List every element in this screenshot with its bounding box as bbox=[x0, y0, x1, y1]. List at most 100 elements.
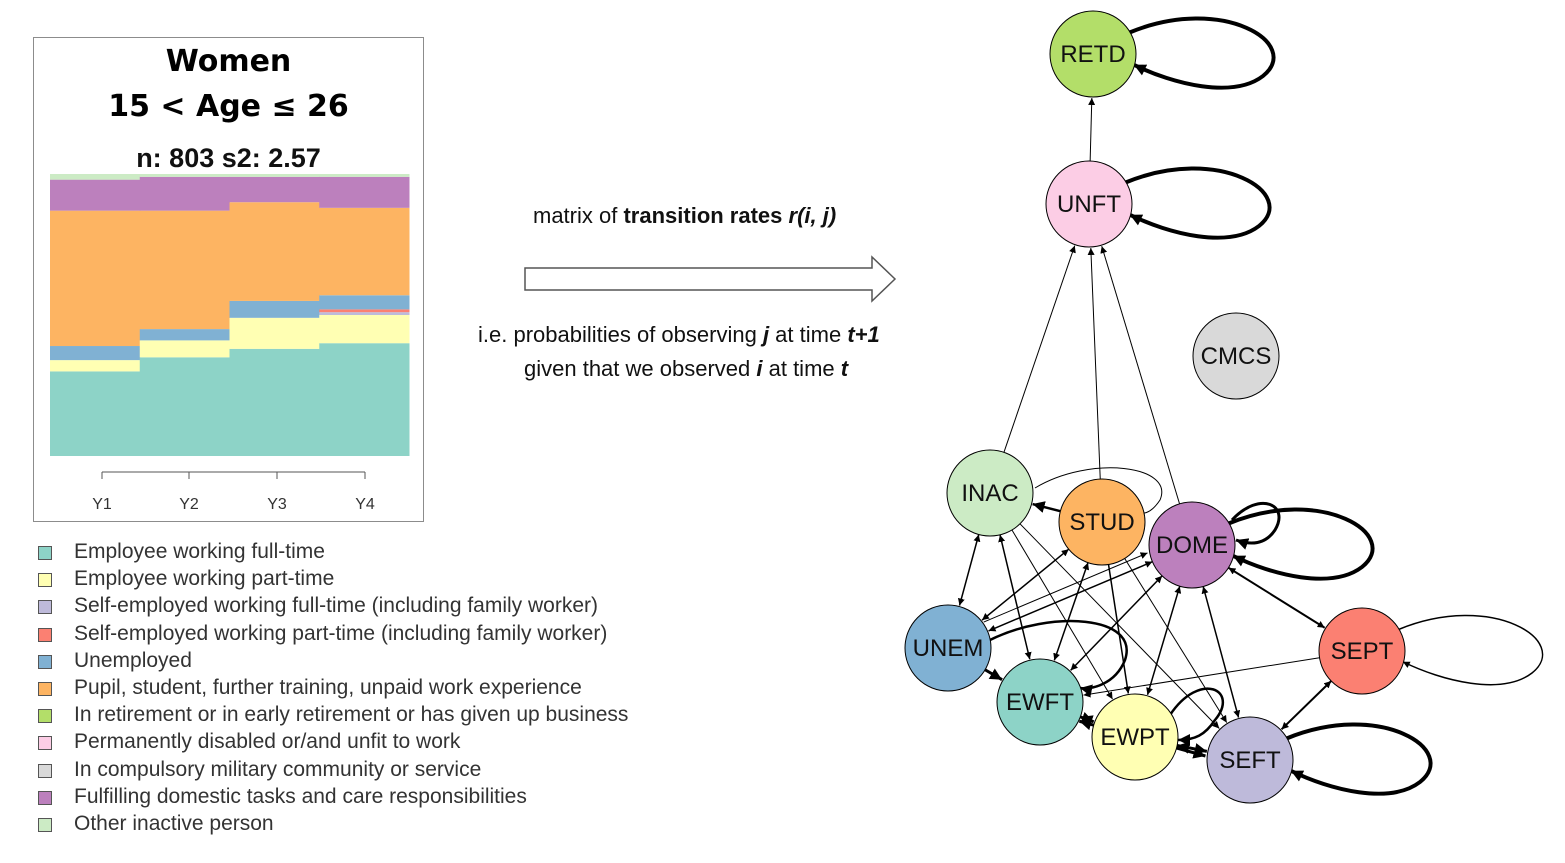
area-segment bbox=[50, 210, 141, 347]
graph-edge bbox=[957, 534, 981, 606]
panel-stats: n: 803 s2: 2.57 bbox=[136, 143, 321, 173]
area-segment bbox=[319, 295, 410, 310]
graph-node: UNEM bbox=[904, 604, 992, 692]
graph-node: RETD bbox=[1049, 10, 1137, 98]
graph-node: CMCS bbox=[1192, 312, 1280, 400]
legend-label: Employee working full-time bbox=[74, 540, 325, 563]
graph-edge bbox=[981, 548, 1070, 621]
x-tick-label: Y2 bbox=[179, 496, 199, 513]
legend-swatch bbox=[38, 709, 52, 724]
panel-subtitle: 15 < Age ≤ 26 bbox=[108, 89, 349, 124]
graph-node: INAC bbox=[946, 449, 1034, 537]
legend-swatch bbox=[38, 682, 52, 696]
graph-edge bbox=[1053, 562, 1090, 661]
area-segment bbox=[50, 360, 141, 372]
graph-edge bbox=[1003, 245, 1076, 453]
graph-node: DOME bbox=[1148, 501, 1236, 589]
graph-node: SEPT bbox=[1318, 607, 1406, 695]
legend-label: Other inactive person bbox=[74, 812, 274, 835]
area-segment bbox=[229, 202, 320, 301]
area-segment bbox=[50, 346, 141, 361]
area-segment bbox=[139, 174, 230, 177]
graph-node-circle bbox=[904, 604, 992, 692]
graph-node-label: EWFT bbox=[1006, 689, 1074, 716]
area-segment bbox=[139, 329, 230, 341]
area-segment bbox=[50, 371, 141, 456]
legend-label: Employee working part-time bbox=[74, 567, 335, 591]
legend-label: Permanently disabled or/and unfit to wor… bbox=[74, 730, 461, 754]
graph-node: EWFT bbox=[996, 658, 1084, 746]
graph-node-label: SEPT bbox=[1331, 638, 1394, 665]
area-segment bbox=[319, 207, 410, 296]
self-loop bbox=[1128, 16, 1276, 90]
graph-edge bbox=[1146, 586, 1182, 696]
legend-swatch bbox=[38, 546, 52, 560]
area-segment bbox=[319, 315, 410, 344]
legend-label: Self-employed working full-time (includi… bbox=[74, 594, 599, 618]
graph-node-circle bbox=[1091, 693, 1179, 781]
graph-node-label: STUD bbox=[1069, 509, 1134, 536]
legend-swatch bbox=[38, 627, 52, 642]
graph-node-circle bbox=[946, 449, 1034, 537]
x-tick-label: Y3 bbox=[267, 496, 287, 513]
self-loop bbox=[1398, 614, 1544, 686]
graph-edge bbox=[1280, 680, 1332, 731]
graph-node: STUD bbox=[1058, 478, 1146, 566]
graph-node-circle bbox=[1058, 478, 1146, 566]
area-segment bbox=[229, 348, 320, 456]
legend-label: Self-employed working part-time (includi… bbox=[74, 621, 608, 645]
self-loop bbox=[1230, 501, 1281, 550]
graph-nodes: RETD UNFT CMCS INAC STUD DOME UNEM SEPT EWFT EWPT… bbox=[904, 10, 1406, 804]
x-tick-label: Y4 bbox=[355, 496, 375, 513]
sequence-distribution-plot bbox=[50, 174, 410, 456]
legend-swatch bbox=[38, 736, 52, 751]
graph-node-label: UNFT bbox=[1057, 191, 1121, 218]
area-segment bbox=[229, 317, 320, 349]
area-segment bbox=[229, 174, 320, 177]
self-loop bbox=[1124, 166, 1272, 240]
graph-node: SEFT bbox=[1206, 716, 1294, 804]
graph-edge bbox=[983, 552, 1148, 623]
caption-line-2: i.e. probabilities of observing j at tim… bbox=[478, 322, 880, 347]
graph-node-label: CMCS bbox=[1201, 343, 1272, 370]
graph-edge bbox=[1032, 501, 1061, 513]
legend-label: Unemployed bbox=[74, 648, 192, 672]
graph-node-label: UNEM bbox=[913, 635, 984, 662]
graph-edge bbox=[1227, 566, 1326, 629]
x-axis: Y1 Y2 Y3 Y4 bbox=[92, 471, 375, 513]
graph-node-label: RETD bbox=[1060, 41, 1125, 68]
area-segment bbox=[319, 176, 410, 208]
legend-label: In retirement or in early retirement or … bbox=[74, 703, 629, 727]
area-segment bbox=[319, 174, 410, 177]
graph-node-label: INAC bbox=[961, 480, 1018, 507]
area-segment bbox=[319, 312, 410, 315]
legend-label: Fulfilling domestic tasks and care respo… bbox=[74, 784, 527, 808]
legend-label: Pupil, student, further training, unpaid… bbox=[74, 676, 582, 699]
area-segment bbox=[139, 210, 230, 330]
legend-swatch bbox=[38, 790, 52, 805]
legend-swatch bbox=[38, 600, 52, 615]
area-segment bbox=[229, 176, 320, 203]
graph-node-circle bbox=[1192, 312, 1280, 400]
area-segment bbox=[229, 300, 320, 318]
graph-edge bbox=[988, 561, 1153, 632]
area-segment bbox=[139, 357, 230, 456]
area-segment bbox=[139, 176, 230, 211]
panel-title: Women bbox=[165, 44, 292, 79]
legend-swatch bbox=[38, 573, 52, 588]
area-segment bbox=[50, 179, 141, 211]
graph-edge bbox=[1087, 247, 1101, 480]
graph-edge bbox=[998, 534, 1032, 660]
graph-node-label: EWPT bbox=[1100, 724, 1170, 751]
legend-label: In compulsory military community or serv… bbox=[74, 757, 482, 781]
legend-swatch bbox=[38, 818, 52, 832]
graph-node-circle bbox=[1049, 10, 1137, 98]
graph-edge bbox=[1083, 657, 1320, 698]
caption-line-3: given that we observed i at time t bbox=[524, 356, 849, 381]
graph-node-label: DOME bbox=[1156, 532, 1228, 559]
graph-node-label: SEFT bbox=[1219, 747, 1281, 774]
graph-node-circle bbox=[1148, 501, 1236, 589]
legend-swatch bbox=[38, 654, 52, 669]
caption-line-1: matrix of transition rates r(i, j) bbox=[533, 203, 837, 228]
